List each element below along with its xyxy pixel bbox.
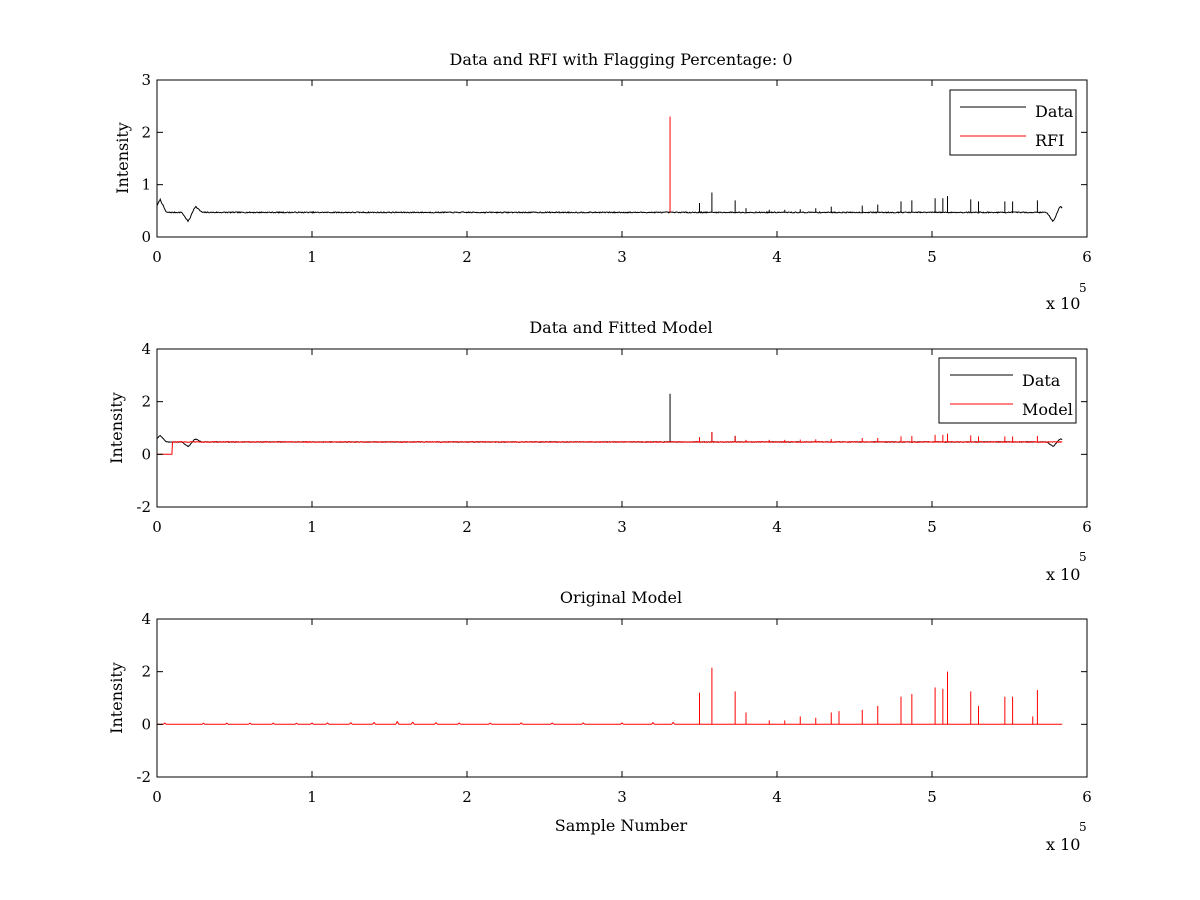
x-tick-label: 1 [307,788,317,806]
x-tick-label: 1 [307,248,317,266]
panel-1-axes [156,79,1088,238]
panel-3-y-axis-label: Intensity [107,662,126,734]
panel-1-ticks: 0 1 2 3 4 5 6 0 1 2 3 [141,71,1091,266]
panel-1-legend: Data RFI [949,89,1077,156]
y-tick-label: 1 [141,176,151,194]
x-tick-label: 0 [152,518,162,536]
panel-3-x-exponent-base: x 10 [1046,835,1080,854]
x-tick-label: 4 [772,518,782,536]
panel-2-legend-model-label: Model [1022,400,1073,419]
panel-1-plot-area [156,116,1063,223]
x-tick-label: 5 [927,248,937,266]
x-tick-label: 2 [462,518,472,536]
panel-2-legend-box [938,357,1077,424]
y-tick-label: 3 [141,71,151,89]
panel-2-x-exponent-base: x 10 [1046,565,1080,584]
x-tick-label: 3 [617,788,627,806]
x-tick-label: 0 [152,788,162,806]
panel-3-axes [156,618,1088,778]
panel-2-legend-data-label: Data [1022,371,1061,390]
x-tick-label: 6 [1082,518,1092,536]
x-tick-label: 3 [617,248,627,266]
x-tick-label: 1 [307,518,317,536]
panel-2-x-exponent-power: 5 [1079,550,1087,564]
y-tick-label: 4 [141,340,151,358]
x-tick-label: 4 [772,248,782,266]
x-tick-label: 6 [1082,248,1092,266]
panel-3-x-axis-label: Sample Number [555,816,688,835]
panel-1-title: Data and RFI with Flagging Percentage: 0 [449,50,792,69]
panel-2-title: Data and Fitted Model [529,318,712,337]
y-tick-label: 0 [141,715,151,733]
x-tick-label: 5 [927,788,937,806]
panel-3-x-exponent-power: 5 [1079,820,1087,834]
y-tick-label: 4 [141,610,151,628]
x-tick-label: 0 [152,248,162,266]
y-tick-label: 2 [141,123,151,141]
panel-1-x-exponent: x 10 [1046,294,1080,313]
x-tick-label: 6 [1082,788,1092,806]
panel-1-legend-rfi-label: RFI [1035,131,1064,150]
panel-2-y-axis-label: Intensity [107,392,126,464]
panel-2-legend: Data Model [938,357,1077,424]
panel-3-x-exponent: x 10 [1046,835,1080,854]
y-tick-label: 0 [141,228,151,246]
series-model-line [157,440,1063,455]
panel-3-plot-area [157,667,1063,725]
panel-1-x-exponent-power: 5 [1079,281,1087,295]
panel-1-legend-data-label: Data [1035,102,1074,121]
panel-3-title: Original Model [560,588,682,607]
y-tick-label: 2 [141,663,151,681]
y-tick-label: 2 [141,393,151,411]
x-tick-label: 4 [772,788,782,806]
y-tick-label: -2 [136,768,151,786]
panel-2-axes [156,348,1088,508]
x-tick-label: 2 [462,788,472,806]
panel-2-plot-area [156,393,1063,455]
x-tick-label: 2 [462,248,472,266]
series-model-line [157,721,1063,725]
y-tick-label: -2 [136,498,151,516]
panel-2-x-exponent: x 10 [1046,565,1080,584]
x-tick-label: 5 [927,518,937,536]
series-data-line [156,197,1063,223]
y-tick-label: 0 [141,445,151,463]
panel-1-y-axis-label: Intensity [113,122,132,194]
x-tick-label: 3 [617,518,627,536]
panel-1-legend-box [949,89,1077,156]
panel-1-x-exponent-base: x 10 [1046,294,1080,313]
panel-1: Data and RFI with Flagging Percentage: 0… [113,50,1092,313]
